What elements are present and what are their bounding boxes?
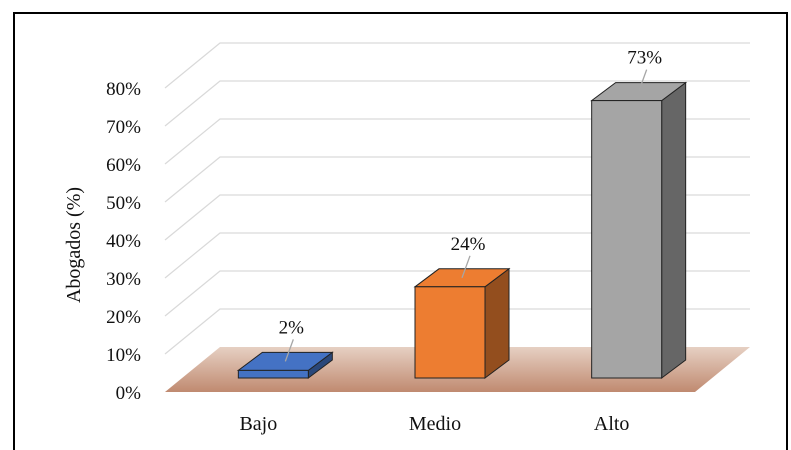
x-tick-label-medio: Medio — [409, 413, 461, 435]
gridline — [164, 80, 750, 127]
y-axis-title: Abogados (%) — [63, 187, 85, 303]
y-tick-label: 20% — [106, 307, 141, 328]
y-tick-label: 80% — [106, 79, 141, 100]
data-label: 2% — [279, 317, 305, 338]
gridline — [164, 232, 750, 279]
x-tick-label-bajo: Bajo — [239, 413, 277, 435]
gridline — [164, 270, 750, 317]
x-tick-label-alto: Alto — [594, 413, 630, 435]
bar-front-face — [414, 286, 486, 379]
bar-medio — [413, 267, 511, 379]
gridline — [164, 118, 750, 165]
bar-side-face — [661, 81, 687, 379]
data-label: 73% — [627, 48, 662, 69]
data-label: 24% — [451, 234, 486, 255]
y-tick-label: 30% — [106, 269, 141, 290]
gridline — [164, 42, 750, 89]
bar-front-face — [237, 369, 309, 379]
gridline — [164, 308, 750, 355]
gridline — [164, 156, 750, 203]
bar-side-face — [484, 267, 510, 379]
data-label-leader — [638, 69, 648, 92]
bar-front-face — [591, 100, 663, 379]
y-tick-label: 60% — [106, 155, 141, 176]
y-tick-label: 0% — [116, 383, 142, 404]
y-tick-label: 10% — [106, 345, 141, 366]
data-label-leader — [284, 339, 294, 362]
y-tick-label: 40% — [106, 231, 141, 252]
y-tick-label: 50% — [106, 193, 141, 214]
y-tick-label: 70% — [106, 117, 141, 138]
data-label-leader — [461, 255, 471, 279]
gridline — [164, 194, 750, 241]
bar-alto — [590, 81, 688, 379]
